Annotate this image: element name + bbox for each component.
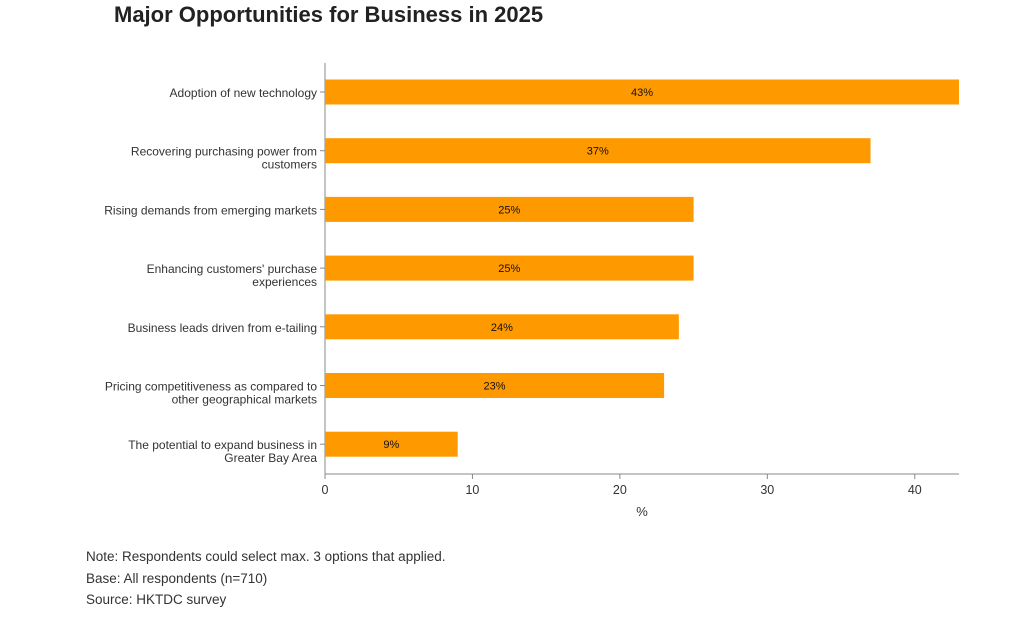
category-label: customers: [262, 158, 317, 172]
category-label: Business leads driven from e-tailing: [128, 321, 317, 335]
data-label: 9%: [383, 439, 399, 451]
bar: [325, 255, 694, 281]
category-label: Pricing competitiveness as compared to: [105, 380, 317, 394]
data-label: 23%: [484, 381, 506, 393]
x-tick-label: 40: [908, 483, 922, 497]
data-label: 24%: [491, 322, 513, 334]
category-label: other geographical markets: [172, 393, 317, 407]
base-text: Base: All respondents (n=710): [86, 570, 268, 586]
bar: [325, 196, 694, 222]
bar: [325, 138, 871, 164]
category-label: Greater Bay Area: [224, 451, 317, 465]
category-label: Enhancing customers' purchase: [147, 262, 318, 276]
data-label: 43%: [631, 87, 653, 99]
bar: [325, 79, 959, 105]
data-label: 25%: [498, 263, 520, 275]
bar: [325, 431, 458, 457]
x-tick-label: 0: [322, 483, 329, 497]
chart-notes: Note: Respondents could select max. 3 op…: [86, 546, 445, 611]
category-label: Rising demands from emerging markets: [104, 203, 317, 217]
x-tick-label: 30: [760, 483, 774, 497]
category-label: The potential to expand business in: [128, 438, 317, 452]
bar: [325, 314, 679, 340]
category-label: experiences: [252, 275, 317, 289]
chart-title: Major Opportunities for Business in 2025: [114, 2, 544, 27]
note-text: Note: Respondents could select max. 3 op…: [86, 549, 446, 564]
x-tick-label: 20: [613, 483, 627, 497]
x-axis-label: %: [636, 504, 648, 519]
source-text: Source: HKTDC survey: [86, 592, 227, 607]
x-tick-label: 10: [465, 483, 479, 497]
data-label: 37%: [587, 146, 609, 158]
data-label: 25%: [498, 204, 520, 216]
bar: [325, 373, 665, 398]
category-label: Adoption of new technology: [170, 86, 317, 100]
category-label: Recovering purchasing power from: [131, 145, 317, 159]
